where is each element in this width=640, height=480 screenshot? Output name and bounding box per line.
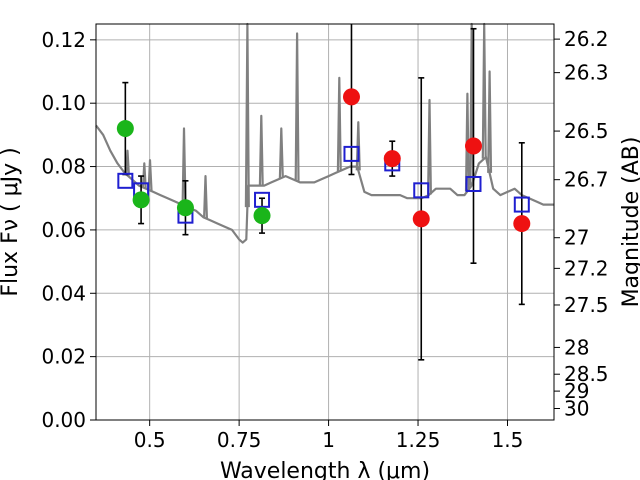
observed-flux-point <box>253 207 271 225</box>
model-square-point <box>254 191 271 208</box>
y2-tick-label: 28.5 <box>564 362 609 386</box>
y2-tick-label: 26.7 <box>564 168 609 192</box>
observed-flux-point <box>116 120 134 138</box>
y2-tick-label: 30 <box>564 396 589 420</box>
observed-flux-point <box>513 215 531 233</box>
observed-flux-point <box>132 191 150 209</box>
x-tick-label: 1 <box>322 428 335 452</box>
x-tick-label: 0.75 <box>217 428 262 452</box>
y2-tick-label: 29 <box>564 379 589 403</box>
y2-tick-label: 27.2 <box>564 256 609 280</box>
spectrum-emission-line <box>244 22 250 208</box>
spectrum-emission-line <box>336 76 342 172</box>
y2-tick-label: 26.3 <box>564 61 609 85</box>
y-axis-label: Flux Fν ( μJy ) <box>0 147 23 296</box>
spectrum-emission-line <box>469 22 475 186</box>
x-tick-label: 1.25 <box>396 428 441 452</box>
y2-tick-label: 27 <box>564 226 589 250</box>
axis-layer: 0.5 0.75 1 1.25 1.5 0.00 0.02 0.04 0.06 0.08 0.10 0… <box>41 27 608 452</box>
observed-flux-point <box>176 199 194 217</box>
y-tick-label: 0.02 <box>41 345 86 369</box>
model-square-point <box>513 196 530 213</box>
spectrum-emission-line <box>487 70 493 173</box>
marker-layer <box>116 88 531 233</box>
y2-axis-label: Magnitude (AB) <box>619 137 640 308</box>
spectrum-emission-line <box>294 32 300 182</box>
spectrum-emission-line <box>125 149 130 176</box>
spectrum-line <box>95 124 554 244</box>
y-tick-label: 0.10 <box>41 91 86 115</box>
x-tick-label: 1.5 <box>492 428 524 452</box>
y2-tick-label: 26.2 <box>564 27 609 51</box>
spectrum-emission-line <box>181 127 187 206</box>
spectrum-emission-line <box>278 127 284 179</box>
observed-flux-point <box>342 88 360 106</box>
x-axis-label: Wavelength λ (μm) <box>220 459 430 480</box>
x-tick-label: 0.5 <box>134 428 166 452</box>
y-tick-label: 0.12 <box>41 28 86 52</box>
spectrum-layer <box>95 22 554 244</box>
y-tick-label: 0.08 <box>41 155 86 179</box>
spectrum-emission-line <box>464 92 470 192</box>
y2-tick-label: 28 <box>564 335 589 359</box>
spectrum-emission-line <box>481 22 487 159</box>
y2-tick-label: 26.5 <box>564 119 609 143</box>
model-square-point <box>343 145 360 162</box>
spectrum-emission-line <box>203 175 208 219</box>
model-square-point <box>413 182 430 199</box>
observed-flux-point <box>383 150 401 168</box>
observed-flux-point <box>412 210 430 228</box>
plot-frame <box>95 23 555 421</box>
spectrum-emission-line <box>147 159 153 191</box>
model-square-point <box>117 172 134 189</box>
y-tick-label: 0.06 <box>41 218 86 242</box>
observed-flux-point <box>464 137 482 155</box>
y-tick-label: 0.00 <box>41 408 86 432</box>
spectrum-emission-line <box>258 114 264 186</box>
spectrum-emission-line <box>141 162 147 188</box>
y-tick-label: 0.04 <box>41 281 86 305</box>
y2-tick-label: 27.5 <box>564 293 609 317</box>
spectrum-emission-line <box>427 98 432 195</box>
model-square-point <box>465 175 482 192</box>
